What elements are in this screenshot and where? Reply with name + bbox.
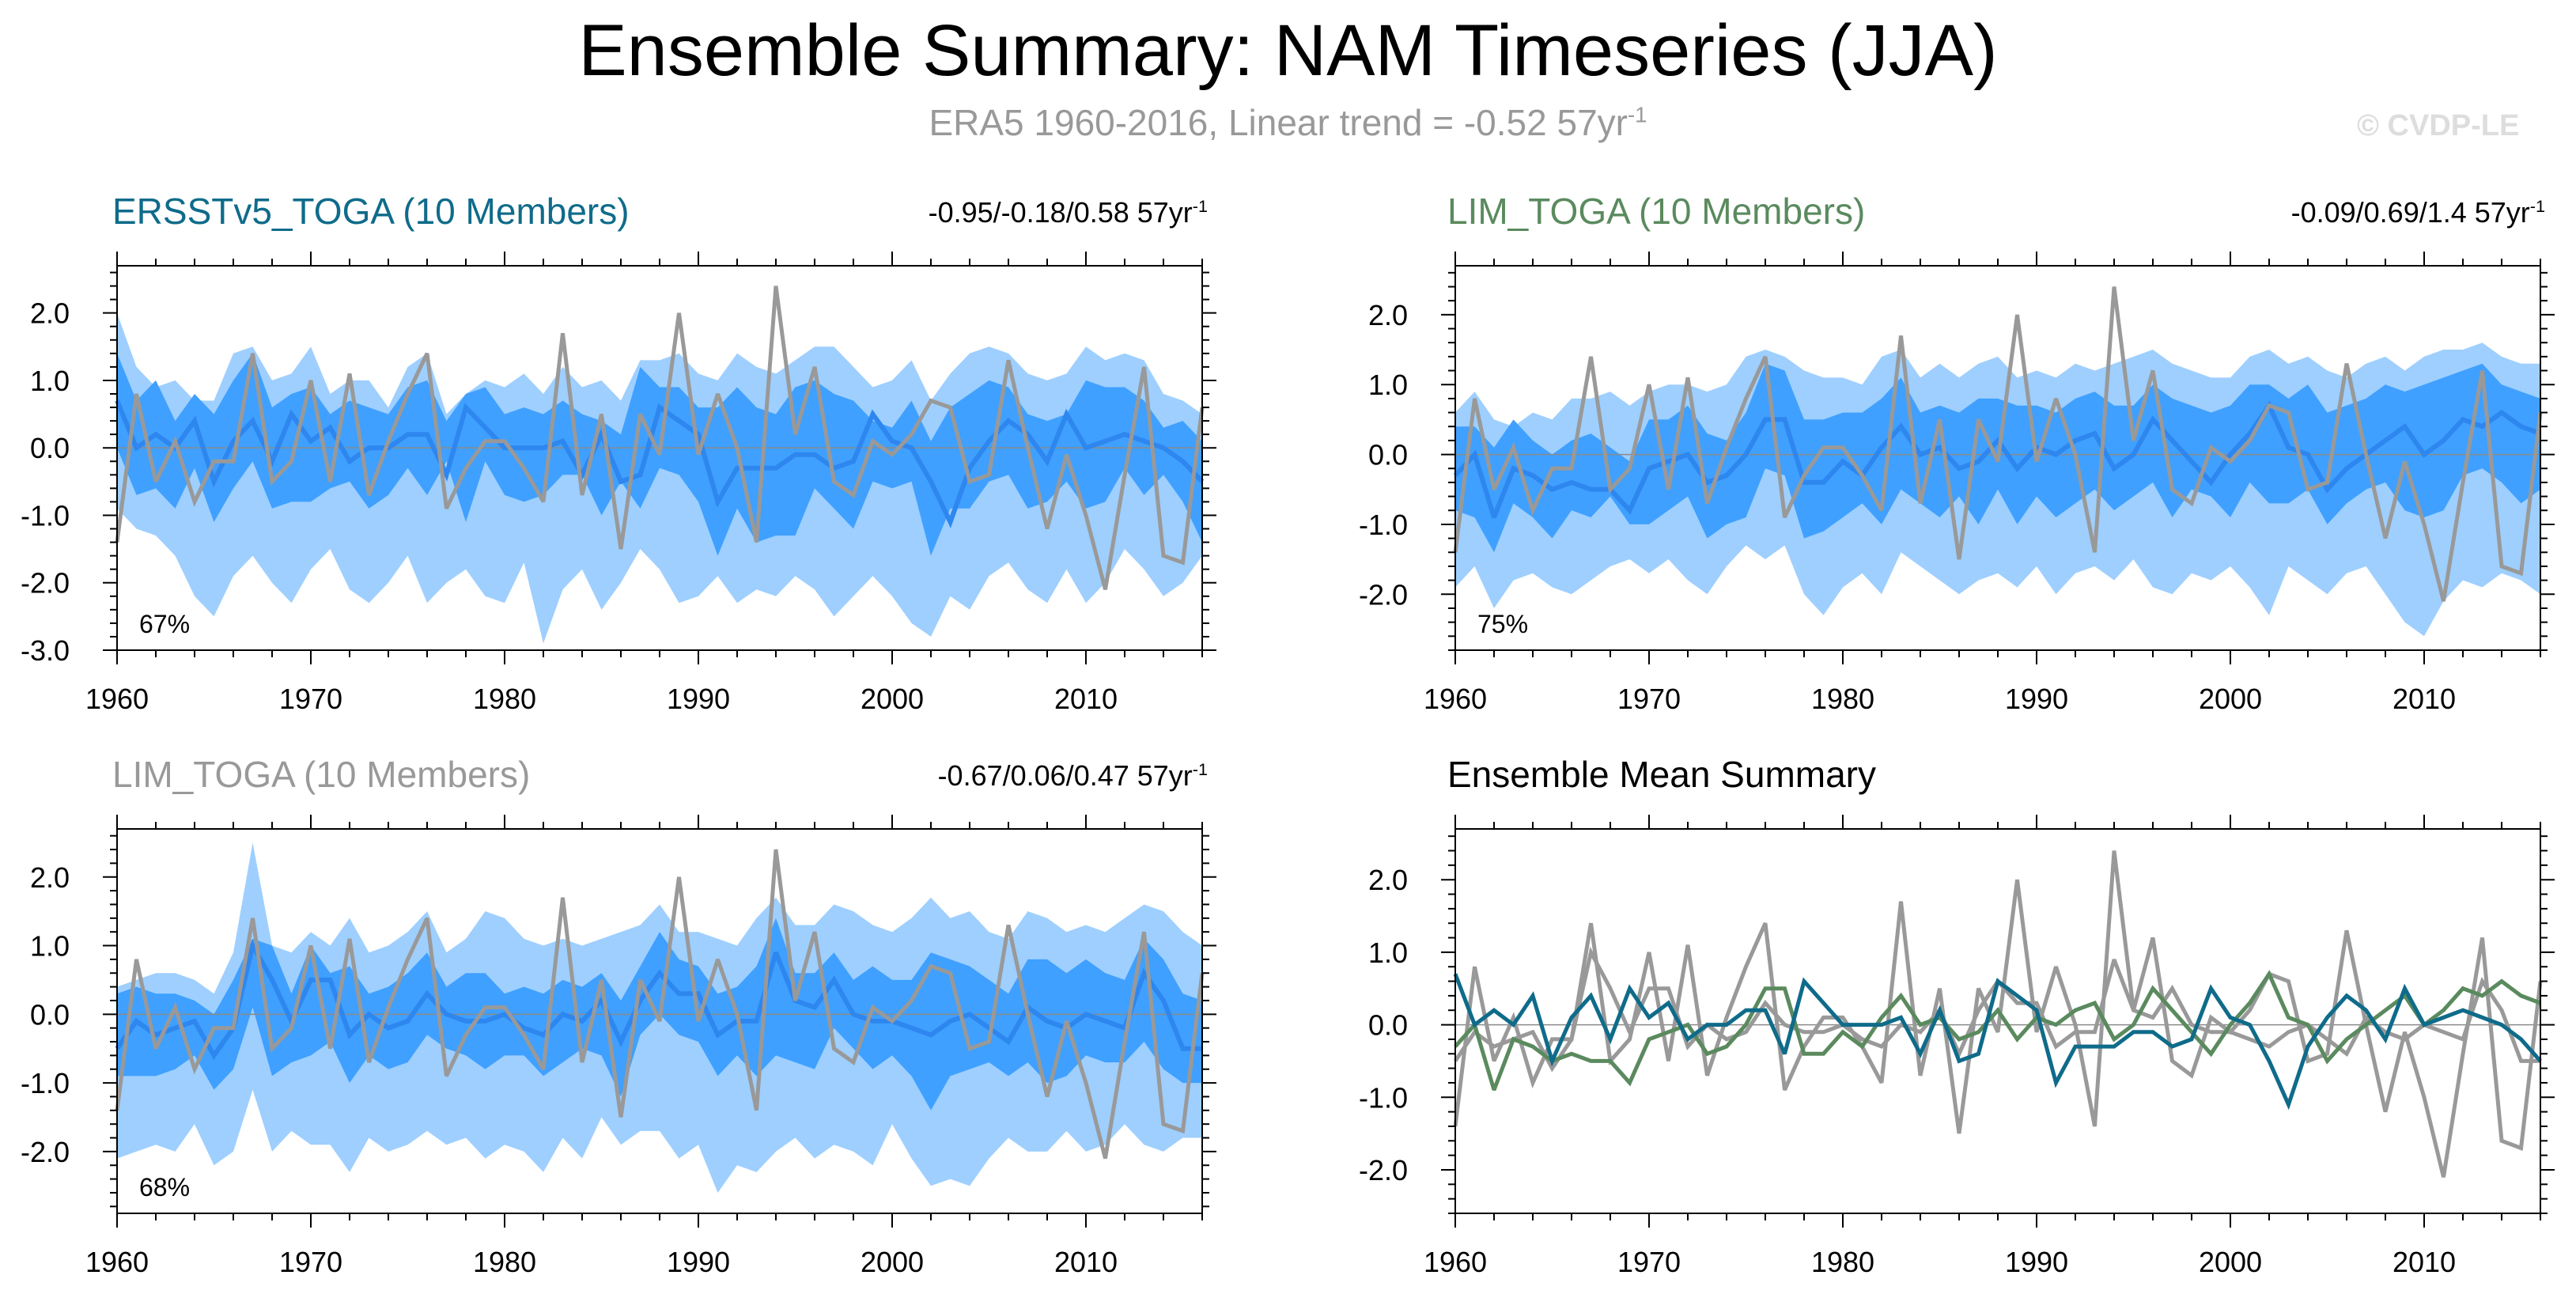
panel-1-x-tick-label: 1970 xyxy=(279,683,342,715)
panel-2-title: LIM_TOGA (10 Members) xyxy=(1447,191,1866,232)
panel-2-mean-line xyxy=(1453,400,2542,519)
panel-1-x-tick-label: 1990 xyxy=(667,683,730,715)
panel-4-x-tick-label: 2000 xyxy=(2199,1246,2262,1278)
panel-2-y-tick-label: -2.0 xyxy=(1359,578,1408,611)
page-subtitle: ERA5 1960-2016, Linear trend = -0.52 57y… xyxy=(0,101,2576,144)
panel-1-y-tick-label: 0.0 xyxy=(30,432,70,464)
panel-4-x-tick-label: 1960 xyxy=(1424,1246,1487,1278)
panel-3-x-tick-label: 1980 xyxy=(473,1246,536,1278)
panel-3-trend-sup: -1 xyxy=(1192,759,1208,779)
panel-1-y-tick-label: 1.0 xyxy=(30,365,70,397)
panel-3-y-tick-label: 2.0 xyxy=(30,861,70,894)
panel-1-trend-text: -0.95/-0.18/0.58 57yr xyxy=(928,196,1193,229)
panel-2-plot: 1960 1970 1980 1990 2000 2010 -2.0 -1.0 0.0 1.0 2.… xyxy=(1359,252,2555,715)
panel-2-y-tick-label: 0.0 xyxy=(1368,439,1408,471)
panel-2-y-tick-label: -1.0 xyxy=(1359,509,1408,541)
panel-2-y-tick-label: 1.0 xyxy=(1368,369,1408,401)
panel-3-trend: -0.67/0.06/0.47 57yr-1 xyxy=(938,759,1208,793)
panel-1-percent-label: 67% xyxy=(139,610,190,638)
panel-3-x-tick-label: 1990 xyxy=(667,1246,730,1278)
panel-1-y-tick-label: -2.0 xyxy=(21,567,70,600)
panel-2-trend: -0.09/0.69/1.4 57yr-1 xyxy=(2291,196,2545,229)
panel-3-y-tick-label: 0.0 xyxy=(30,998,70,1031)
panel-2-obs-line xyxy=(1453,286,2543,602)
panel-1-plot: 1960 1970 1980 1990 2000 2010 -3.0 -2.0 -1.0 0.0 1… xyxy=(21,252,1216,715)
panel-3-x-tick-label: 1960 xyxy=(85,1246,149,1278)
subtitle-text: ERA5 1960-2016, Linear trend = -0.52 57y… xyxy=(929,102,1628,143)
panel-3-x-tick-label: 2000 xyxy=(861,1246,924,1278)
panel-4-title: Ensemble Mean Summary xyxy=(1447,754,1876,795)
panel-4-x-tick-label: 1970 xyxy=(1617,1246,1681,1278)
panel-2-y-tick-label: 2.0 xyxy=(1368,299,1408,331)
panel-1-obs-line xyxy=(115,286,1205,590)
panel-3-y-tick-label: -2.0 xyxy=(21,1136,70,1168)
panel-1-x-tick-label: 1960 xyxy=(85,683,149,715)
panel-4-y-tick-label: -1.0 xyxy=(1359,1081,1408,1114)
panel-3-x-tick-label: 2010 xyxy=(1054,1246,1118,1278)
panel-1-mean-line xyxy=(115,399,1205,528)
panel-4-x-tick-label: 1990 xyxy=(2005,1246,2068,1278)
panel-4-y-tick-label: -2.0 xyxy=(1359,1154,1408,1186)
panel-1-y-tick-label: 2.0 xyxy=(30,297,70,330)
panel-2-x-tick-label: 1970 xyxy=(1617,683,1681,715)
panel-1-x-tick-label: 2010 xyxy=(1054,683,1118,715)
panel-4-obs-line xyxy=(1453,850,2543,1178)
panel-4-y-tick-label: 1.0 xyxy=(1368,937,1408,969)
panel-2-x-tick-label: 1960 xyxy=(1424,683,1487,715)
panel-2-percent-label: 75% xyxy=(1477,610,1528,638)
panel-3-plot: 1960 1970 1980 1990 2000 2010 -2.0 -1.0 0.0 1.0 2.… xyxy=(21,815,1216,1278)
panel-3-trend-text: -0.67/0.06/0.47 57yr xyxy=(937,759,1193,792)
panel-1-x-tick-label: 1980 xyxy=(473,683,536,715)
panel-3-obs-line xyxy=(115,849,1205,1160)
panel-2-trend-sup: -1 xyxy=(2529,196,2545,216)
panel-3-x-tick-label: 1970 xyxy=(279,1246,342,1278)
watermark: © CVDP-LE xyxy=(2357,109,2520,142)
panel-3-percent-label: 68% xyxy=(139,1173,190,1201)
panel-2-x-tick-label: 1980 xyxy=(1811,683,1874,715)
panel-3-title: LIM_TOGA (10 Members) xyxy=(112,754,531,795)
panel-4-y-tick-label: 0.0 xyxy=(1368,1009,1408,1042)
panel-4-green-mean-line xyxy=(1454,970,2541,1091)
panel-1-title: ERSSTv5_TOGA (10 Members) xyxy=(112,191,630,232)
panel-1-y-tick-label: -3.0 xyxy=(21,634,70,667)
panel-4-x-tick-label: 2010 xyxy=(2393,1246,2456,1278)
panel-4-x-tick-label: 1980 xyxy=(1811,1246,1874,1278)
panel-2-x-tick-label: 2000 xyxy=(2199,683,2262,715)
panel-1-trend: -0.95/-0.18/0.58 57yr-1 xyxy=(929,196,1208,229)
panel-3-y-tick-label: -1.0 xyxy=(21,1067,70,1099)
subtitle-sup: -1 xyxy=(1627,102,1647,127)
panel-2-x-tick-label: 1990 xyxy=(2005,683,2068,715)
panel-1-trend-sup: -1 xyxy=(1192,196,1208,216)
panel-3-y-tick-label: 1.0 xyxy=(30,930,70,963)
page-title: Ensemble Summary: NAM Timeseries (JJA) xyxy=(578,10,1998,91)
panel-2-trend-text: -0.09/0.69/1.4 57yr xyxy=(2290,196,2530,229)
panel-1-y-tick-label: -1.0 xyxy=(21,499,70,532)
panel-1-x-tick-label: 2000 xyxy=(861,683,924,715)
panel-2-x-tick-label: 2010 xyxy=(2393,683,2456,715)
panel-1-minmax-band xyxy=(117,312,1202,644)
panel-4-plot: 1960 1970 1980 1990 2000 2010 -2.0 -1.0 0.0 1.0 2.… xyxy=(1359,815,2555,1278)
panel-4-y-tick-label: 2.0 xyxy=(1368,864,1408,896)
panel-4-teal-mean-line xyxy=(1453,973,2542,1111)
